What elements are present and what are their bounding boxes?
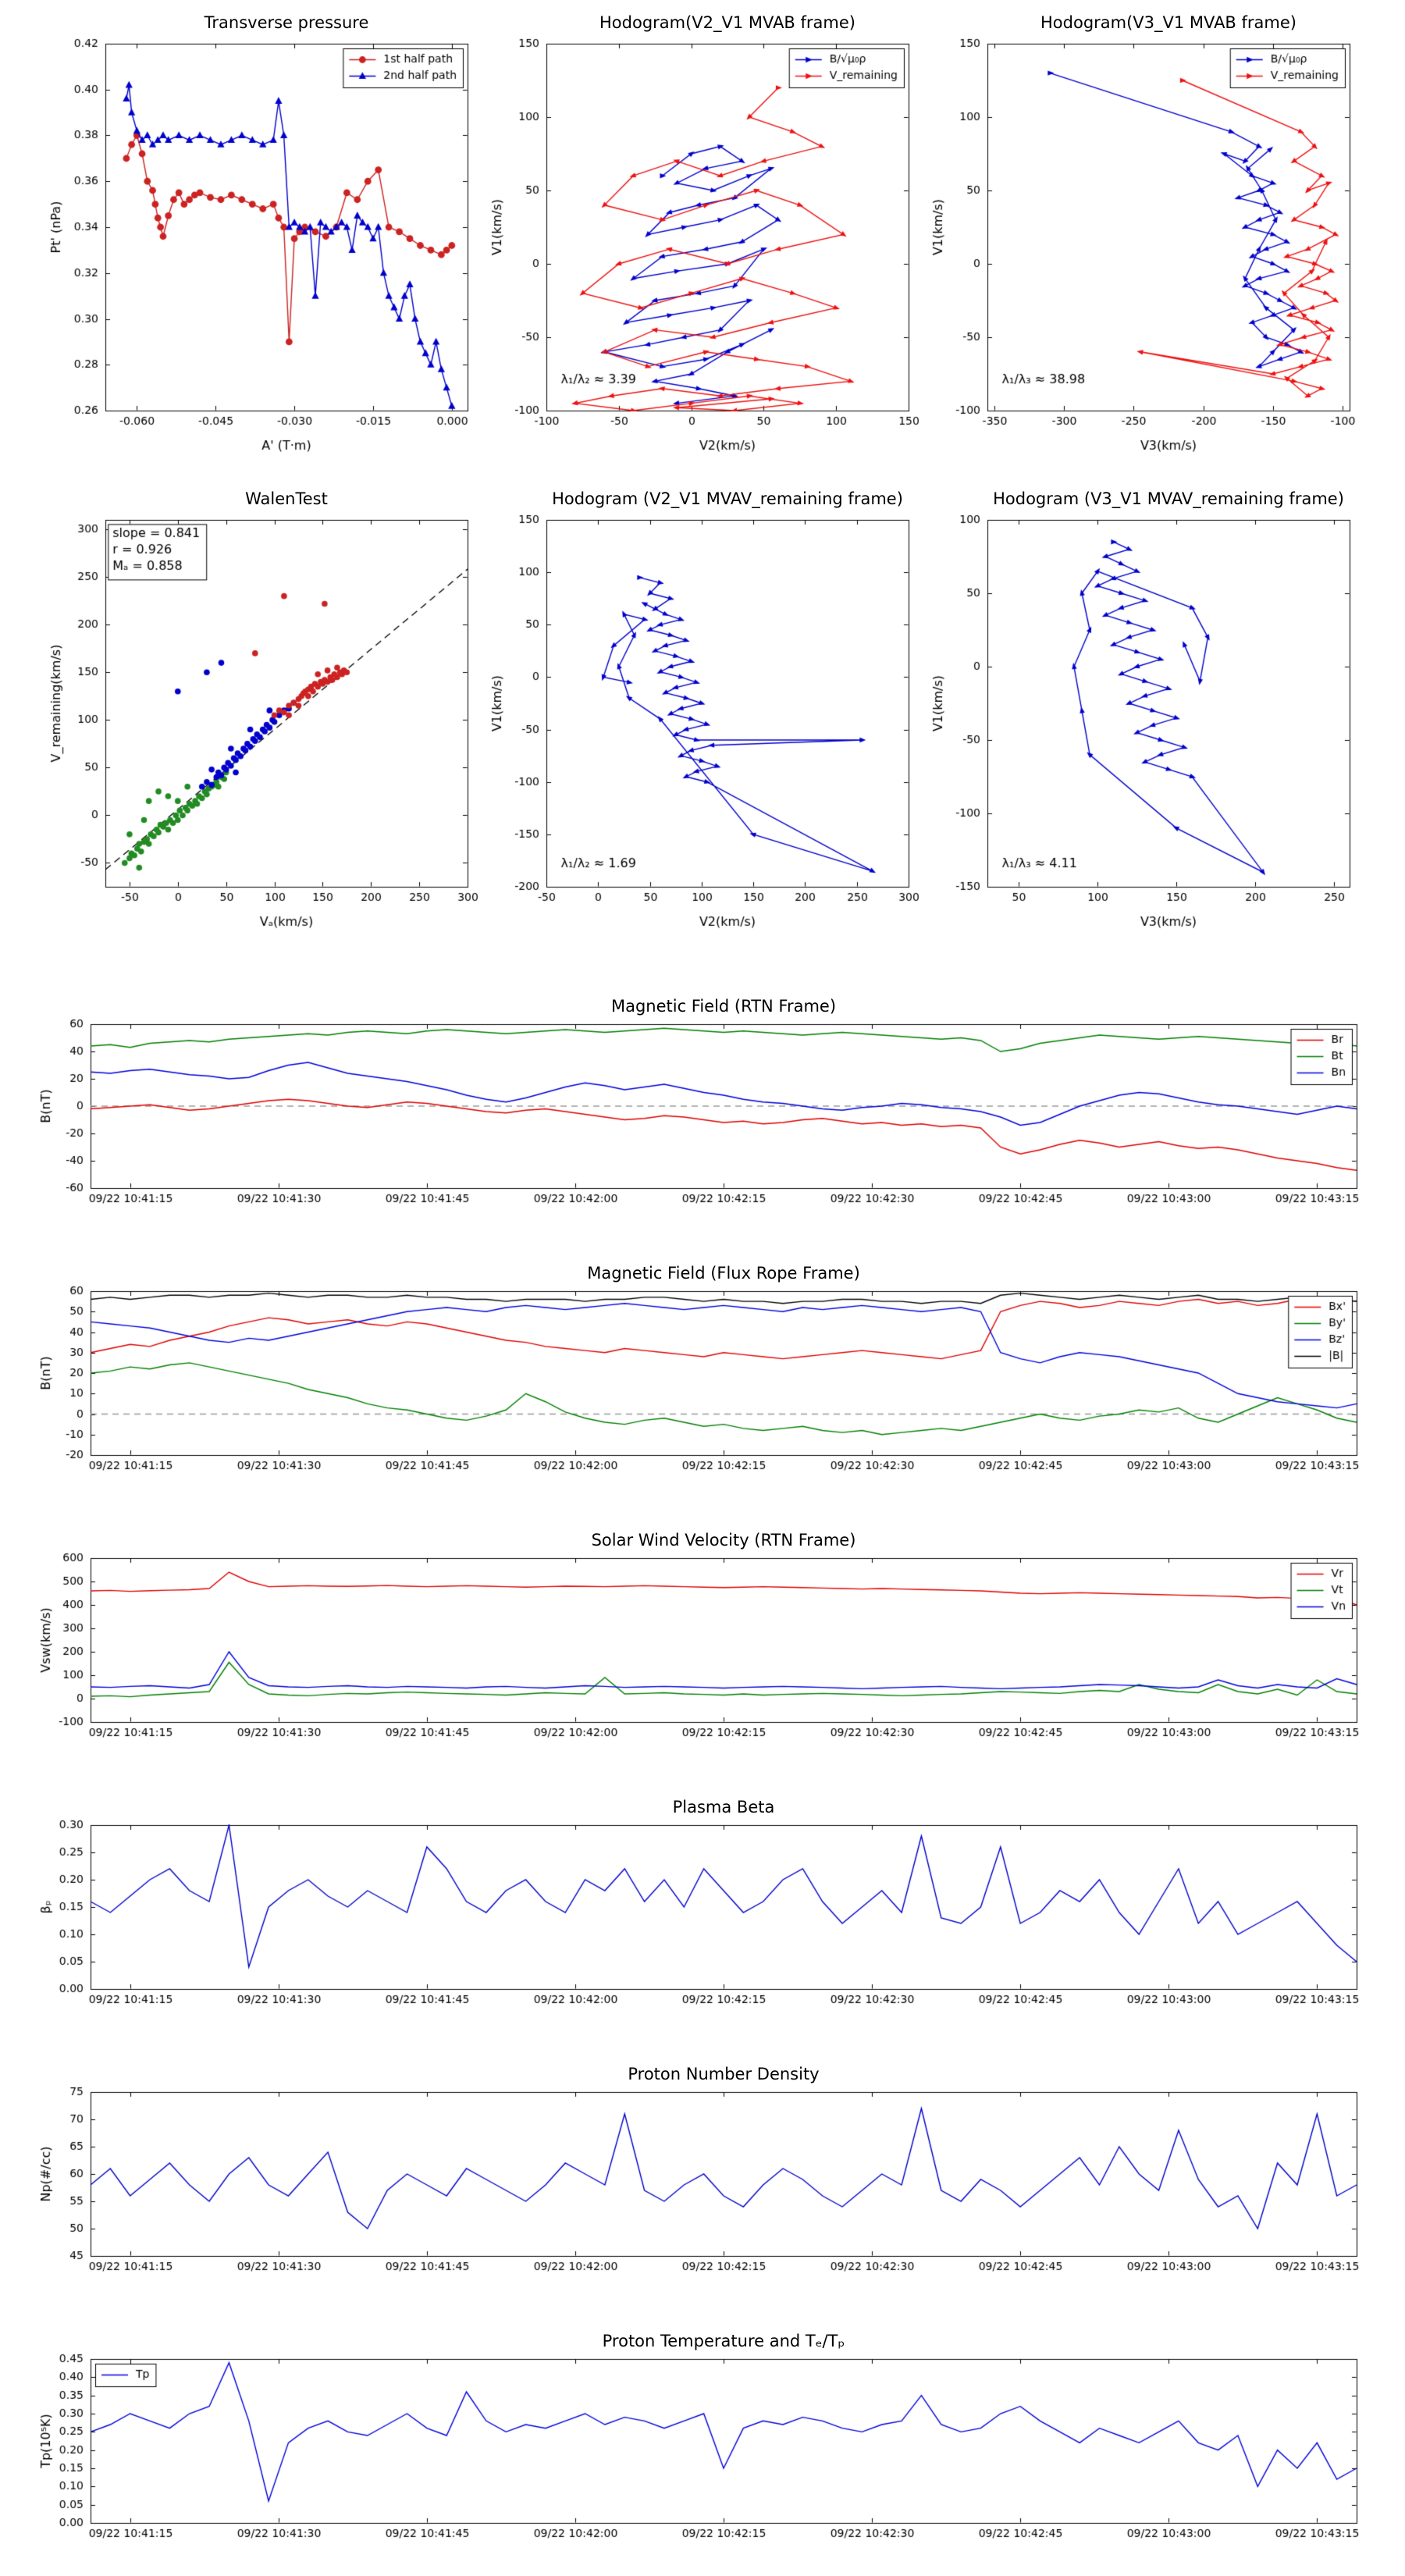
panel-hodogram-v3v1-mvab: Hodogram(V3_V1 MVAB frame) bbox=[925, 11, 1362, 456]
panel-plasma-beta: Plasma Beta bbox=[33, 1795, 1372, 2022]
panel-walen-test: WalenTest bbox=[43, 487, 480, 932]
chart-title-hodogram-v2v1-mvab: Hodogram(V2_V1 MVAB frame) bbox=[599, 13, 855, 32]
panel-proton-temp: Proton Temperature and Tₑ/Tₚ bbox=[33, 2329, 1372, 2556]
second-row: WalenTest Hodogram (V2_V1 MVAV_remaining… bbox=[0, 487, 1405, 932]
chart-canvas-plasma-beta bbox=[33, 1819, 1372, 2022]
chart-canvas-vsw-rtn bbox=[33, 1552, 1372, 1755]
chart-title-b-rtn: Magnetic Field (RTN Frame) bbox=[610, 997, 837, 1016]
chart-title-hodogram-v3v1-mvav: Hodogram (V3_V1 MVAV_remaining frame) bbox=[993, 489, 1344, 508]
chart-title-b-fluxrope: Magnetic Field (Flux Rope Frame) bbox=[587, 1264, 860, 1283]
chart-canvas-proton-density bbox=[33, 2086, 1372, 2289]
chart-title-transverse-pressure: Transverse pressure bbox=[204, 13, 369, 32]
chart-canvas-hodogram-v3v1-mvab bbox=[925, 34, 1362, 456]
panel-proton-density: Proton Number Density bbox=[33, 2062, 1372, 2289]
chart-canvas-hodogram-v3v1-mvav bbox=[925, 511, 1362, 932]
chart-canvas-b-rtn bbox=[33, 1018, 1372, 1221]
panel-b-fluxrope: Magnetic Field (Flux Rope Frame) bbox=[33, 1261, 1372, 1488]
chart-title-walen-test: WalenTest bbox=[245, 489, 328, 508]
panel-transverse-pressure: Transverse pressure bbox=[43, 11, 480, 456]
chart-canvas-transverse-pressure bbox=[43, 34, 480, 456]
panel-hodogram-v2v1-mvav: Hodogram (V2_V1 MVAV_remaining frame) bbox=[484, 487, 921, 932]
chart-title-vsw-rtn: Solar Wind Velocity (RTN Frame) bbox=[591, 1531, 856, 1550]
panel-hodogram-v2v1-mvab: Hodogram(V2_V1 MVAB frame) bbox=[484, 11, 921, 456]
chart-canvas-walen-test bbox=[43, 511, 480, 932]
chart-title-proton-temp: Proton Temperature and Tₑ/Tₚ bbox=[602, 2332, 845, 2350]
panel-vsw-rtn: Solar Wind Velocity (RTN Frame) bbox=[33, 1528, 1372, 1755]
panel-b-rtn: Magnetic Field (RTN Frame) bbox=[33, 994, 1372, 1221]
chart-title-hodogram-v2v1-mvav: Hodogram (V2_V1 MVAV_remaining frame) bbox=[552, 489, 903, 508]
chart-canvas-proton-temp bbox=[33, 2353, 1372, 2556]
chart-title-proton-density: Proton Number Density bbox=[628, 2065, 820, 2083]
chart-canvas-b-fluxrope bbox=[33, 1285, 1372, 1488]
chart-title-plasma-beta: Plasma Beta bbox=[672, 1798, 775, 1816]
top-row: Transverse pressure Hodogram(V2_V1 MVAB … bbox=[0, 0, 1405, 456]
chart-canvas-hodogram-v2v1-mvab bbox=[484, 34, 921, 456]
chart-canvas-hodogram-v2v1-mvav bbox=[484, 511, 921, 932]
panel-hodogram-v3v1-mvav: Hodogram (V3_V1 MVAV_remaining frame) bbox=[925, 487, 1362, 932]
chart-title-hodogram-v3v1-mvab: Hodogram(V3_V1 MVAB frame) bbox=[1040, 13, 1297, 32]
